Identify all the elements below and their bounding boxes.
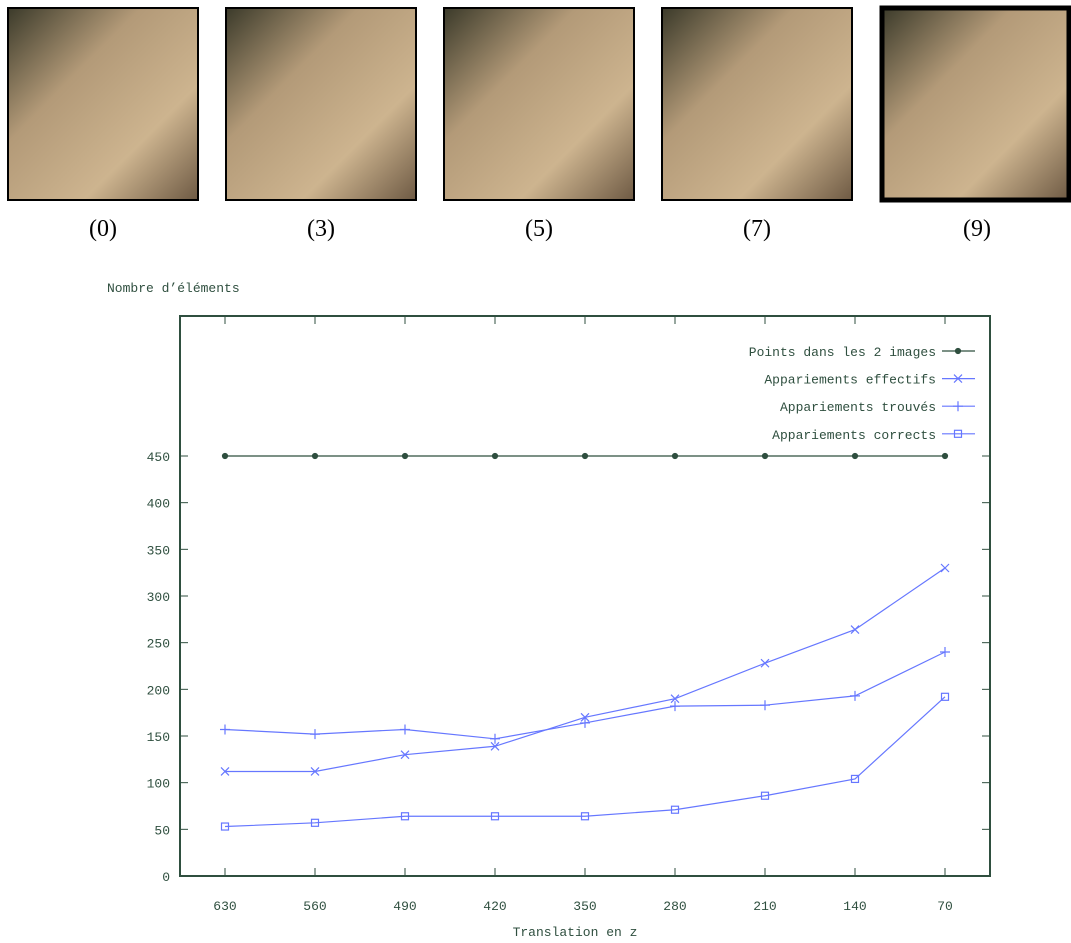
marker — [490, 741, 500, 751]
marker — [580, 712, 590, 722]
y-tick-label: 400 — [147, 497, 170, 512]
thumbnail — [879, 5, 1071, 203]
legend-label: Appariements effectifs — [764, 373, 936, 388]
thumbnail-label: (5) — [525, 216, 553, 242]
x-tick-label: 560 — [303, 899, 326, 914]
y-tick-label: 450 — [147, 450, 170, 465]
thumbnail-label: (9) — [963, 216, 991, 242]
marker — [491, 452, 499, 460]
marker — [670, 805, 680, 814]
x-tick-label: 280 — [663, 899, 686, 914]
legend-marker — [953, 429, 963, 438]
marker — [220, 724, 230, 735]
legend-marker — [954, 347, 962, 355]
marker — [850, 625, 860, 635]
marker — [310, 729, 320, 740]
y-tick-label: 250 — [147, 637, 170, 652]
y-tick-label: 100 — [147, 777, 170, 792]
x-tick-label: 210 — [753, 899, 776, 914]
thumbnail-label: (7) — [743, 216, 771, 242]
marker — [670, 701, 680, 712]
marker — [941, 452, 949, 460]
marker — [670, 694, 680, 704]
thumbnail-label: (3) — [307, 216, 335, 242]
x-tick-label: 140 — [843, 899, 866, 914]
marker — [760, 791, 770, 800]
y-tick-label: 50 — [154, 823, 170, 838]
marker — [940, 692, 950, 701]
marker — [400, 750, 410, 760]
y-tick-label: 150 — [147, 730, 170, 745]
marker — [940, 563, 950, 573]
y-tick-label: 350 — [147, 543, 170, 558]
marker — [310, 767, 320, 776]
marker — [671, 452, 679, 460]
marker — [851, 452, 859, 460]
legend-label: Appariements corrects — [772, 428, 936, 443]
marker — [401, 452, 409, 460]
x-axis-label: Translation en z — [513, 925, 638, 940]
y-tick-label: 200 — [147, 683, 170, 698]
y-tick-label: 0 — [162, 870, 170, 885]
marker — [850, 690, 860, 701]
marker — [581, 452, 589, 460]
x-tick-label: 350 — [573, 899, 596, 914]
marker — [310, 818, 320, 827]
thumbnail-label: (0) — [89, 216, 117, 242]
marker — [311, 452, 319, 460]
marker — [760, 700, 770, 711]
thumbnail — [443, 7, 635, 201]
marker — [940, 647, 950, 657]
marker — [490, 812, 500, 821]
legend-label: Points dans les 2 images — [749, 345, 936, 360]
legend-marker — [953, 374, 963, 384]
thumbnail — [7, 7, 199, 201]
series-line — [224, 696, 946, 828]
thumbnails: (0) (3) (5) (7) (9) — [7, 5, 1071, 242]
marker — [490, 733, 500, 744]
series-line — [225, 567, 946, 773]
marker — [850, 774, 860, 784]
marker — [400, 812, 410, 821]
y-tick-label: 300 — [147, 590, 170, 605]
x-tick-label: 70 — [937, 899, 953, 914]
marker — [220, 767, 230, 776]
x-tick-label: 420 — [483, 899, 506, 914]
x-tick-label: 630 — [213, 899, 236, 914]
legend-label: Appariements trouvés — [780, 400, 936, 415]
legend-marker — [953, 401, 963, 412]
thumbnail — [661, 7, 853, 201]
thumbnail — [225, 7, 417, 201]
marker — [580, 812, 590, 821]
y-axis-label: Nombre d’éléments — [107, 281, 240, 296]
marker — [220, 822, 230, 831]
x-tick-label: 490 — [393, 899, 416, 914]
marker — [761, 452, 769, 460]
marker — [760, 658, 770, 668]
marker — [400, 724, 410, 735]
marker — [221, 452, 229, 460]
marker — [580, 717, 590, 728]
